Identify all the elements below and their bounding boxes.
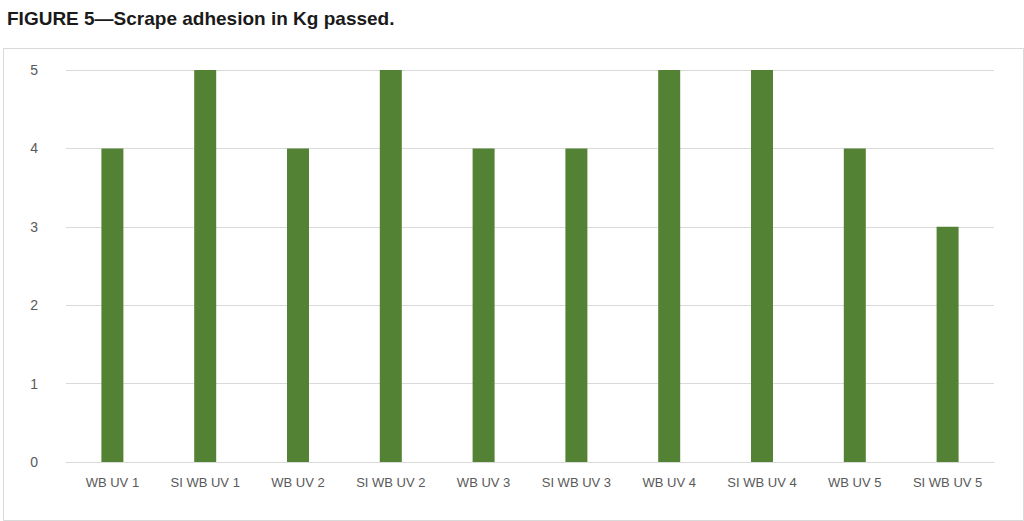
svg-text:SI WB UV 2: SI WB UV 2: [356, 475, 425, 490]
svg-text:1: 1: [30, 376, 38, 392]
svg-text:WB UV 4: WB UV 4: [642, 475, 695, 490]
svg-text:5: 5: [30, 62, 38, 78]
svg-text:SI WB UV 4: SI WB UV 4: [727, 475, 796, 490]
svg-text:SI WB UV 1: SI WB UV 1: [171, 475, 240, 490]
svg-text:2: 2: [30, 297, 38, 313]
svg-text:3: 3: [30, 219, 38, 235]
svg-text:WB UV 2: WB UV 2: [271, 475, 324, 490]
svg-text:WB UV 5: WB UV 5: [828, 475, 881, 490]
svg-text:SI WB UV 3: SI WB UV 3: [542, 475, 611, 490]
svg-text:WB UV 1: WB UV 1: [86, 475, 139, 490]
svg-text:FIGURE 5—Scrape adhesion in Kg: FIGURE 5—Scrape adhesion in Kg passed.: [7, 8, 395, 29]
svg-text:WB UV 3: WB UV 3: [457, 475, 510, 490]
svg-text:SI WB UV 5: SI WB UV 5: [913, 475, 982, 490]
svg-text:0: 0: [30, 454, 38, 470]
svg-text:4: 4: [30, 140, 38, 156]
